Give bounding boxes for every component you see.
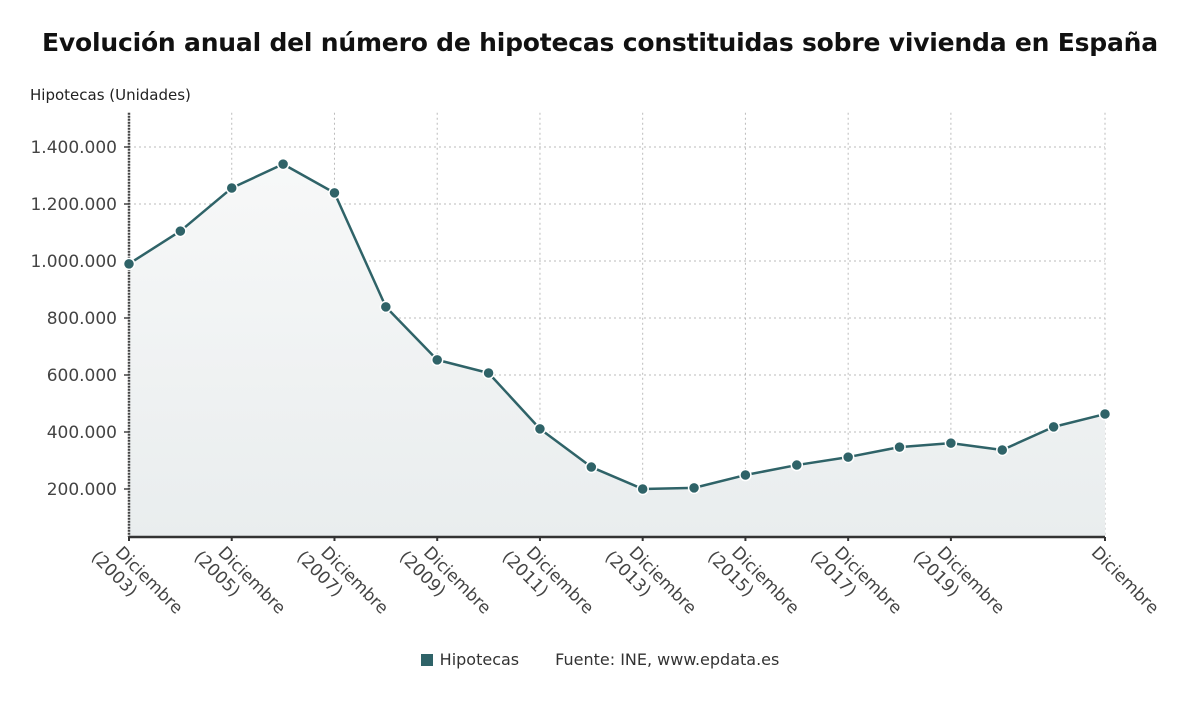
data-point[interactable] <box>482 366 495 380</box>
y-tick-label: 1.400.000 <box>30 138 117 158</box>
data-point[interactable] <box>174 224 187 238</box>
legend: Hipotecas Fuente: INE, www.epdata.es <box>0 650 1200 669</box>
data-point[interactable] <box>379 300 393 314</box>
data-point[interactable] <box>533 422 547 436</box>
data-point[interactable] <box>739 468 752 482</box>
data-point[interactable] <box>122 257 136 271</box>
x-tick-label: Diciembre(2005) <box>190 543 290 619</box>
x-tick-label: Diciembre(2019) <box>909 543 1009 619</box>
legend-label-hipotecas[interactable]: Hipotecas <box>439 650 520 669</box>
point-layer <box>122 157 1112 496</box>
y-tick-label: 400.000 <box>47 423 117 443</box>
data-point[interactable] <box>996 443 1009 457</box>
data-point[interactable] <box>276 157 290 171</box>
data-point[interactable] <box>585 460 598 474</box>
legend-swatch-hipotecas <box>420 654 433 666</box>
line-layer <box>128 162 1106 491</box>
y-tick-label: 1.200.000 <box>30 195 117 215</box>
data-point[interactable] <box>225 181 238 195</box>
y-tick-label: 200.000 <box>47 480 117 500</box>
x-tick-label: Diciembre(2003) <box>87 543 187 619</box>
x-tick-label: Diciembre(2013) <box>601 543 701 619</box>
x-tick-label: Diciembre(2007) <box>292 543 392 619</box>
y-tick-label: 800.000 <box>47 309 117 329</box>
x-tick-label: Diciembre(2017) <box>806 543 906 619</box>
area-layer <box>129 164 1105 537</box>
series-line-hipotecas <box>128 162 1106 491</box>
y-tick-label: 600.000 <box>47 366 117 386</box>
x-tick-label: Diciembre(2011) <box>498 543 598 619</box>
x-tick-label: Diciembre(2015) <box>703 543 803 619</box>
data-point[interactable] <box>1098 407 1112 421</box>
series-area-hipotecas <box>129 164 1105 537</box>
data-point[interactable] <box>1047 420 1060 434</box>
chart-title: Evolución anual del número de hipotecas … <box>42 28 1158 57</box>
y-tick-label: 1.000.000 <box>30 252 117 272</box>
data-point[interactable] <box>328 186 341 200</box>
data-point[interactable] <box>790 458 804 472</box>
data-point[interactable] <box>687 481 701 495</box>
x-tick-label-line: Diciembre <box>1087 543 1163 619</box>
x-tick-label: Diciembre(2009) <box>395 543 495 619</box>
data-point[interactable] <box>893 440 906 454</box>
y-axis-label: Hipotecas (Unidades) <box>30 86 191 104</box>
data-point[interactable] <box>841 450 855 464</box>
x-tick-label: Diciembre <box>1087 543 1163 619</box>
data-point[interactable] <box>636 482 649 496</box>
data-point[interactable] <box>430 353 444 367</box>
data-point[interactable] <box>944 436 958 450</box>
source-note: Fuente: INE, www.epdata.es <box>555 650 780 669</box>
